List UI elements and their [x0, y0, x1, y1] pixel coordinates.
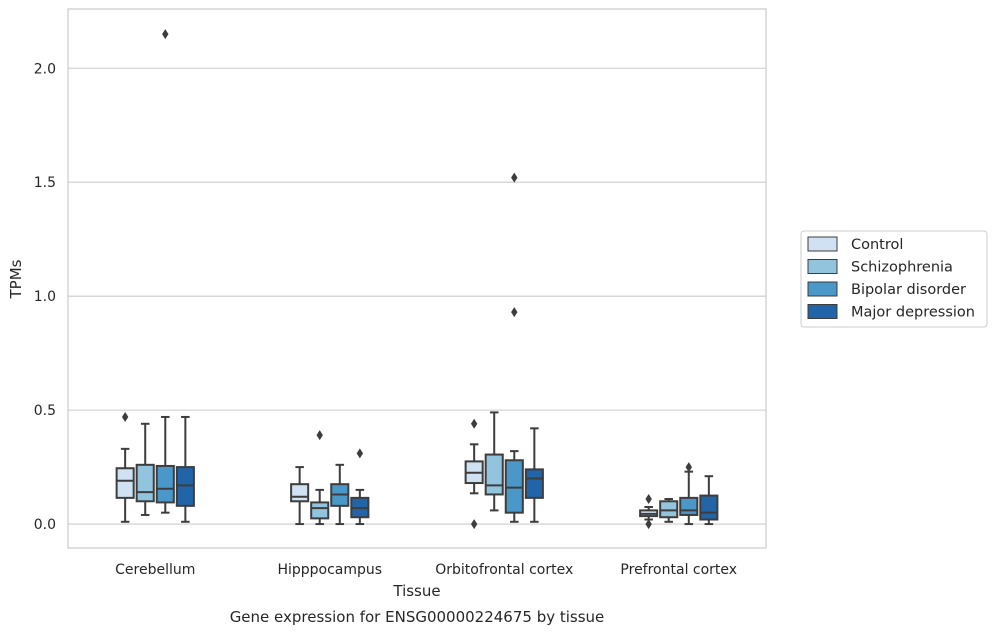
legend-label: Schizophrenia	[851, 260, 953, 276]
box-body	[135, 463, 155, 503]
y-axis-tick-labels: 0.0 0.5 1.0 1.5 2.0	[34, 61, 56, 533]
x-axis-tick-labels: Cerebellum Hipppocampus Orbitofrontal cort…	[115, 562, 737, 578]
x-tick-label: Prefrontal cortex	[620, 562, 737, 578]
legend-swatch	[807, 259, 838, 274]
box-control	[639, 494, 659, 530]
box-major-depression	[524, 427, 544, 523]
x-axis-label: Tissue	[392, 582, 440, 600]
box-body	[290, 483, 310, 503]
box-bipolar-disorder	[155, 29, 175, 514]
x-tick-label: Orbitofrontal cortex	[435, 562, 573, 578]
legend-swatch	[807, 304, 838, 319]
legend-label: Bipolar disorder	[851, 282, 966, 298]
outlier-point	[121, 411, 129, 422]
outlier-point	[685, 462, 692, 473]
y-tick-label: 0.0	[34, 517, 56, 533]
outlier-point	[645, 494, 652, 504]
x-tick-label: Cerebellum	[115, 562, 195, 578]
outlier-point	[511, 307, 518, 318]
outlier-point	[356, 448, 364, 459]
box-schizophrenia	[135, 422, 155, 516]
box-body	[155, 464, 175, 504]
outlier-point	[470, 519, 478, 530]
box-control	[115, 411, 135, 523]
box-major-depression	[350, 448, 370, 526]
chart-caption: Gene expression for ENSG00000224675 by t…	[230, 608, 605, 626]
legend: Control Schizophrenia Bipolar disorder Majo…	[800, 230, 988, 328]
outlier-point	[316, 430, 323, 441]
legend-label: Control	[851, 237, 903, 253]
y-tick-label: 1.5	[34, 175, 56, 191]
box-schizophrenia	[659, 498, 679, 523]
y-tick-label: 0.5	[34, 403, 56, 419]
box-body	[699, 494, 719, 521]
legend-swatch	[807, 281, 838, 297]
box-body	[679, 496, 699, 516]
box-bipolar-disorder	[330, 463, 350, 526]
gridlines	[68, 67, 766, 525]
box-body	[175, 466, 195, 507]
legend-label: Major depression	[851, 305, 975, 321]
box-body	[310, 501, 330, 520]
outlier-point	[470, 418, 478, 429]
legend-swatch	[807, 236, 838, 252]
outlier-point	[162, 29, 169, 40]
box-control	[290, 466, 310, 526]
box-body	[115, 467, 135, 499]
y-axis-label: TPMs	[7, 259, 25, 299]
box-plot-series	[115, 29, 719, 530]
box-body	[659, 500, 679, 519]
box-bipolar-disorder	[504, 172, 524, 523]
y-tick-label: 2.0	[34, 61, 56, 77]
box-body	[484, 453, 504, 496]
box-bipolar-disorder	[679, 462, 699, 526]
box-body	[504, 459, 524, 514]
box-schizophrenia	[484, 411, 504, 512]
box-control	[464, 418, 484, 530]
box-major-depression	[699, 475, 719, 526]
y-tick-label: 1.0	[34, 289, 56, 305]
x-tick-label: Hipppocampus	[277, 562, 382, 578]
plot-frame	[67, 8, 767, 549]
box-major-depression	[175, 415, 195, 523]
legend-frame	[800, 230, 988, 328]
box-body	[524, 468, 544, 499]
outlier-point	[511, 172, 518, 183]
outlier-point	[645, 519, 652, 530]
box-schizophrenia	[310, 430, 330, 526]
